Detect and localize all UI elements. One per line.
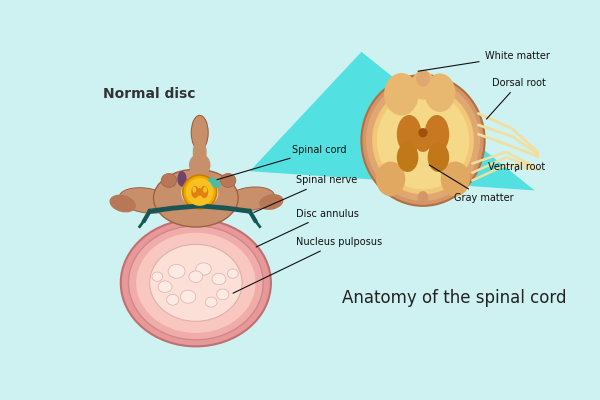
Ellipse shape xyxy=(361,75,485,206)
Ellipse shape xyxy=(441,162,470,196)
Ellipse shape xyxy=(397,143,418,172)
Ellipse shape xyxy=(178,171,187,186)
Text: Disc annulus: Disc annulus xyxy=(256,208,359,247)
Ellipse shape xyxy=(128,226,263,340)
Ellipse shape xyxy=(158,281,172,292)
Ellipse shape xyxy=(372,86,474,194)
Ellipse shape xyxy=(415,129,431,152)
Circle shape xyxy=(186,178,214,206)
Ellipse shape xyxy=(191,186,199,198)
Ellipse shape xyxy=(412,70,434,100)
Ellipse shape xyxy=(181,290,196,303)
Ellipse shape xyxy=(377,91,469,190)
Ellipse shape xyxy=(189,154,211,176)
Ellipse shape xyxy=(189,271,203,282)
Ellipse shape xyxy=(540,154,568,170)
Text: White matter: White matter xyxy=(418,51,550,71)
Ellipse shape xyxy=(149,244,242,321)
Ellipse shape xyxy=(259,194,283,210)
Text: Ventral root: Ventral root xyxy=(488,162,546,172)
Ellipse shape xyxy=(152,272,163,281)
Ellipse shape xyxy=(227,269,238,278)
Ellipse shape xyxy=(110,195,136,212)
Polygon shape xyxy=(250,52,535,190)
Ellipse shape xyxy=(197,188,203,196)
Ellipse shape xyxy=(200,186,208,198)
Ellipse shape xyxy=(425,115,449,154)
Ellipse shape xyxy=(376,162,405,196)
Ellipse shape xyxy=(154,169,238,227)
Ellipse shape xyxy=(212,273,226,285)
Text: Spinal cord: Spinal cord xyxy=(217,145,347,180)
Ellipse shape xyxy=(168,264,185,278)
Ellipse shape xyxy=(384,73,419,115)
Text: Spinal ganglion: Spinal ganglion xyxy=(0,399,1,400)
Ellipse shape xyxy=(203,186,207,193)
Ellipse shape xyxy=(193,138,206,166)
Ellipse shape xyxy=(416,70,430,87)
Ellipse shape xyxy=(397,115,421,154)
Ellipse shape xyxy=(217,289,229,300)
Ellipse shape xyxy=(425,74,455,112)
Ellipse shape xyxy=(208,178,221,188)
Ellipse shape xyxy=(225,187,275,211)
Ellipse shape xyxy=(167,294,179,305)
Ellipse shape xyxy=(191,115,208,150)
Ellipse shape xyxy=(196,263,211,275)
Ellipse shape xyxy=(161,174,176,187)
Text: Dorsal root: Dorsal root xyxy=(487,78,546,119)
Ellipse shape xyxy=(193,186,196,193)
Text: Gray matter: Gray matter xyxy=(429,165,514,203)
Text: Nucleus pulposus: Nucleus pulposus xyxy=(233,237,382,293)
Ellipse shape xyxy=(418,191,428,205)
Ellipse shape xyxy=(220,174,236,187)
Ellipse shape xyxy=(181,177,218,208)
Ellipse shape xyxy=(428,143,449,172)
Ellipse shape xyxy=(366,80,480,201)
Text: Spinal nerve: Spinal nerve xyxy=(254,176,357,212)
Ellipse shape xyxy=(121,219,271,346)
Text: Anatomy of the spinal cord: Anatomy of the spinal cord xyxy=(341,289,566,307)
Ellipse shape xyxy=(205,297,217,307)
Text: Normal disc: Normal disc xyxy=(103,87,196,101)
Circle shape xyxy=(183,175,217,209)
Circle shape xyxy=(418,128,428,137)
Text: Spinal nerve: Spinal nerve xyxy=(0,399,1,400)
Ellipse shape xyxy=(119,188,173,213)
Ellipse shape xyxy=(136,233,256,333)
